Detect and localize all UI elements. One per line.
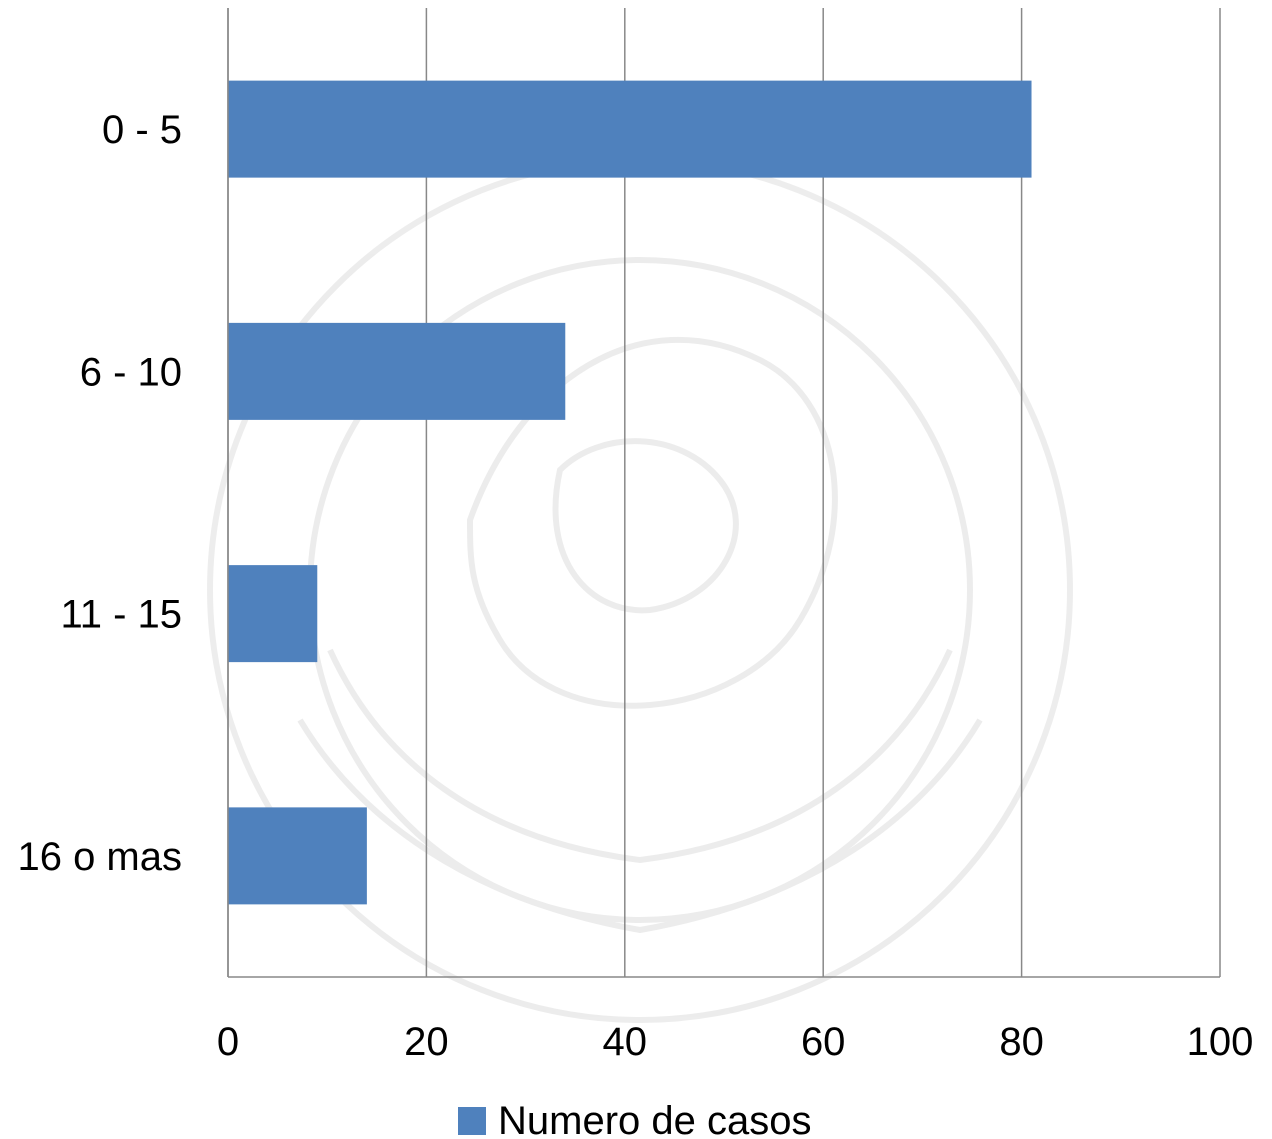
bar-3 [228,807,367,905]
x-tick-labels: 0 20 40 60 80 100 [217,1020,1254,1064]
category-label-3: 16 o mas [17,835,182,879]
x-tick-label-3: 60 [801,1020,846,1064]
x-tick-label-5: 100 [1187,1020,1254,1064]
x-tick-label-4: 80 [999,1020,1044,1064]
bars [228,80,1032,905]
category-labels: 0 - 5 6 - 10 11 - 15 16 o mas [17,108,182,879]
legend-swatch [458,1107,486,1135]
bar-0 [228,80,1032,178]
bar-1 [228,322,566,420]
legend: Numero de casos [458,1099,811,1139]
bar-2 [228,565,318,663]
x-tick-label-0: 0 [217,1020,239,1064]
category-label-2: 11 - 15 [60,593,182,637]
category-label-0: 0 - 5 [102,108,182,152]
axes [227,8,1220,978]
legend-label: Numero de casos [498,1099,811,1139]
x-tick-label-2: 40 [603,1020,648,1064]
category-label-1: 6 - 10 [80,350,182,394]
x-tick-label-1: 20 [404,1020,449,1064]
